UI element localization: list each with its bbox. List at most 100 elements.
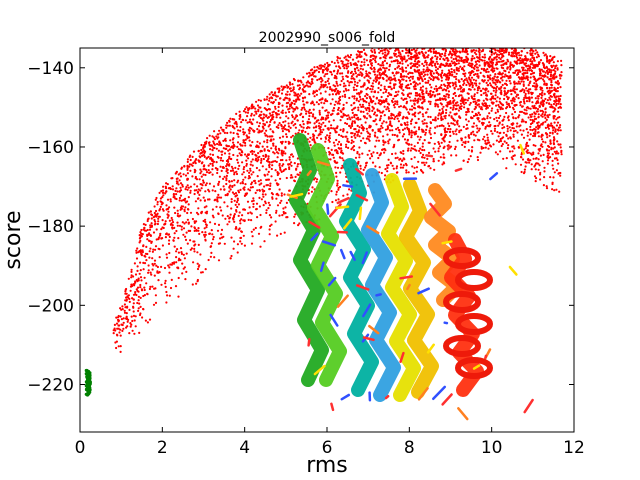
scatter-point	[342, 90, 345, 93]
scatter-point	[546, 159, 550, 162]
scatter-point	[350, 104, 353, 107]
scatter-point	[437, 105, 440, 108]
scatter-point	[313, 103, 316, 106]
scatter-point	[552, 167, 555, 170]
scatter-point	[483, 53, 486, 56]
scatter-point	[533, 82, 536, 85]
scatter-point	[515, 88, 519, 91]
scatter-point	[217, 149, 220, 152]
scatter-point	[171, 185, 174, 188]
scatter-point	[228, 220, 231, 223]
scatter-point	[386, 125, 389, 128]
scatter-point	[552, 110, 555, 113]
scatter-point	[185, 186, 188, 189]
scatter-point	[454, 130, 457, 133]
scatter-point	[443, 145, 446, 148]
scatter-point	[459, 99, 462, 102]
scatter-point	[318, 78, 321, 81]
scatter-point	[415, 54, 418, 58]
scatter-point	[196, 267, 200, 271]
scatter-point	[460, 139, 463, 142]
scatter-point	[550, 86, 553, 89]
scatter-point	[483, 135, 486, 138]
scatter-point	[555, 150, 558, 153]
scatter-point	[189, 158, 192, 162]
scatter-point	[537, 148, 540, 151]
scatter-point	[353, 134, 356, 137]
scatter-point	[280, 85, 283, 88]
scatter-point	[352, 107, 355, 110]
scatter-point	[186, 211, 189, 215]
scatter-point	[270, 101, 273, 104]
scatter-point	[520, 54, 523, 57]
scatter-point	[186, 242, 189, 245]
scatter-point	[334, 149, 337, 152]
scatter-point	[228, 180, 231, 183]
scatter-point	[161, 219, 164, 222]
scatter-point	[261, 129, 264, 132]
scatter-point	[262, 204, 265, 207]
scatter-point	[328, 153, 331, 156]
scatter-point	[486, 84, 489, 87]
scatter-point	[438, 109, 441, 112]
scatter-point	[277, 105, 280, 109]
scatter-point	[128, 332, 131, 335]
scatter-point	[427, 68, 430, 71]
scatter-point	[313, 117, 316, 120]
scatter-point	[251, 106, 255, 109]
scatter-point	[321, 106, 324, 109]
scatter-point	[422, 70, 425, 73]
scatter-point	[369, 157, 372, 160]
scatter-point	[276, 173, 279, 177]
scatter-point	[480, 67, 483, 70]
scatter-point	[445, 104, 448, 107]
scatter-point	[229, 184, 232, 187]
scatter-point	[419, 98, 422, 101]
scatter-point	[417, 97, 420, 100]
scatter-point	[131, 297, 134, 300]
scatter-point	[246, 115, 249, 118]
scatter-point	[380, 84, 383, 87]
scatter-point	[530, 168, 533, 171]
scatter-point	[203, 168, 206, 171]
scatter-point	[513, 147, 516, 150]
scatter-point	[265, 121, 268, 124]
scatter-point	[399, 80, 402, 83]
scatter-point	[556, 80, 560, 83]
scatter-point	[115, 333, 119, 336]
scatter-point	[453, 113, 456, 116]
scatter-point	[399, 157, 402, 160]
scatter-point	[350, 63, 353, 67]
scatter-point	[432, 79, 435, 82]
scatter-point	[312, 91, 315, 94]
scatter-point	[139, 283, 142, 287]
scatter-point	[531, 91, 534, 95]
scatter-point	[384, 74, 388, 77]
scatter-point	[290, 153, 293, 156]
scatter-point	[154, 245, 158, 248]
scatter-point	[542, 63, 545, 66]
scatter-point	[539, 154, 543, 157]
scatter-point	[150, 224, 153, 227]
scatter-point	[346, 193, 349, 196]
scatter-point	[491, 79, 494, 82]
scatter-point	[225, 126, 228, 129]
scatter-point	[232, 141, 235, 144]
scatter-point	[273, 121, 276, 124]
scatter-point	[149, 285, 152, 288]
scatter-point	[227, 160, 230, 163]
scatter-point	[175, 170, 178, 173]
scatter-point	[503, 90, 506, 93]
scatter-point	[408, 131, 411, 134]
scatter-point	[446, 76, 449, 79]
scatter-point	[213, 146, 216, 150]
scatter-point	[205, 205, 208, 208]
scatter-point	[293, 117, 296, 120]
scatter-point	[228, 120, 231, 123]
scatter-point	[461, 100, 464, 103]
scatter-point	[388, 68, 391, 71]
scatter-point	[131, 319, 134, 323]
scatter-point	[456, 139, 459, 142]
scatter-point	[318, 109, 321, 112]
scatter-point	[451, 130, 454, 133]
